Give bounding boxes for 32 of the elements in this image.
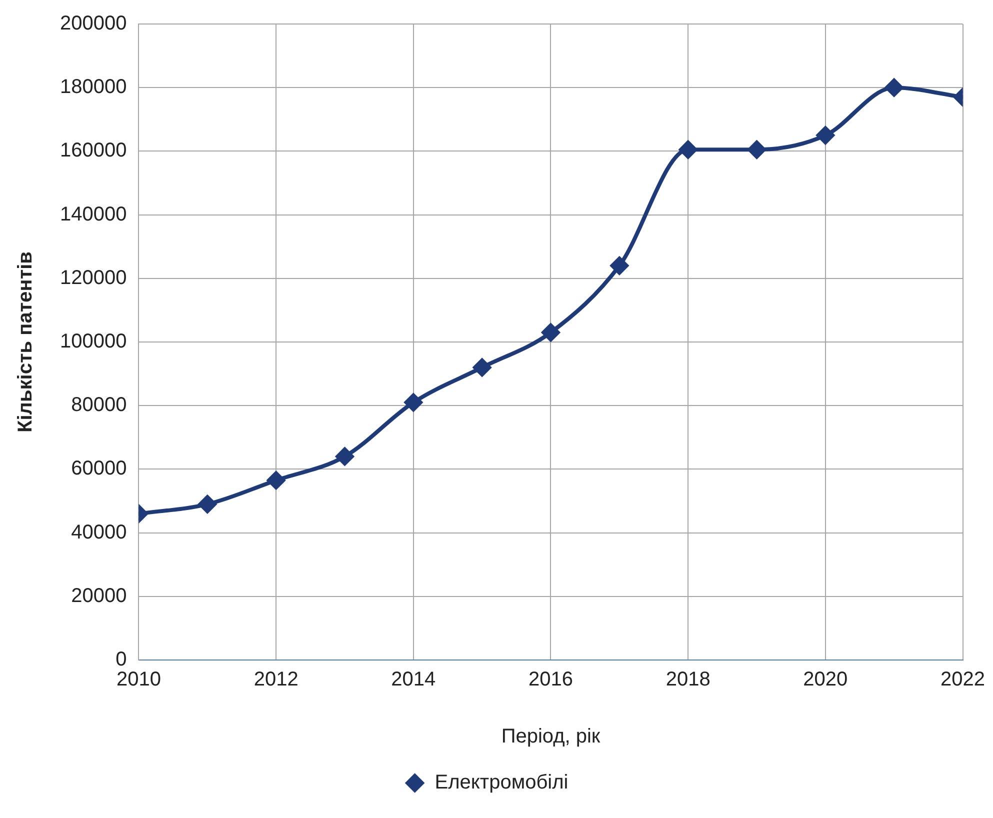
point bbox=[816, 126, 834, 144]
point bbox=[610, 256, 628, 275]
x-tick-label: 2012 bbox=[254, 668, 298, 691]
x-tick-label: 2018 bbox=[666, 668, 710, 691]
point bbox=[336, 447, 354, 466]
y-tick-label: 120000 bbox=[60, 266, 127, 289]
y-tick-label: 200000 bbox=[60, 12, 127, 35]
y-tick-label: 140000 bbox=[60, 203, 127, 226]
x-tick-label: 2010 bbox=[116, 668, 161, 691]
point bbox=[404, 393, 422, 412]
y-tick-label: 180000 bbox=[60, 76, 127, 98]
y-tick-label: 20000 bbox=[71, 584, 127, 607]
point bbox=[198, 495, 216, 514]
y-tick-label: 0 bbox=[116, 648, 127, 671]
y-tick-label: 80000 bbox=[71, 394, 127, 416]
y-tick-label: 40000 bbox=[71, 521, 127, 544]
x-axis-title: Період, рік bbox=[501, 726, 600, 748]
point bbox=[748, 140, 766, 159]
y-axis-title: Кількість патентів bbox=[14, 252, 37, 432]
point bbox=[679, 140, 698, 159]
x-tick-label: 2022 bbox=[940, 668, 986, 691]
y-tick-label: 160000 bbox=[60, 140, 127, 162]
x-tick-label: 2014 bbox=[391, 668, 436, 691]
point bbox=[542, 323, 560, 342]
x-tick-label: 2016 bbox=[528, 668, 573, 691]
point bbox=[473, 358, 492, 376]
point bbox=[267, 471, 286, 490]
legend-label: Електромобілі bbox=[434, 772, 568, 794]
x-tick-label: 2020 bbox=[803, 668, 848, 691]
y-tick-label: 60000 bbox=[71, 458, 127, 480]
y-tick-label: 100000 bbox=[60, 330, 127, 353]
point bbox=[885, 78, 904, 97]
